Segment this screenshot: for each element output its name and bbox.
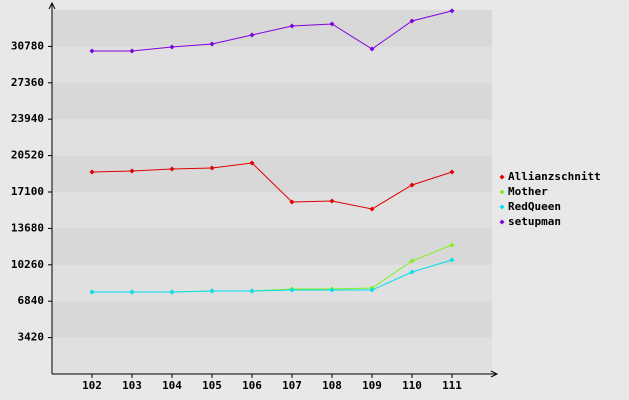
data-point xyxy=(369,287,375,293)
data-point xyxy=(449,257,455,263)
y-tick-label: 23940 xyxy=(11,112,44,125)
series-line xyxy=(92,259,453,293)
data-point xyxy=(449,242,455,248)
y-tick-label: 27360 xyxy=(11,76,44,89)
data-point xyxy=(249,288,255,294)
data-point xyxy=(369,46,375,52)
grid-band xyxy=(52,337,492,374)
data-point xyxy=(329,287,335,293)
grid-band xyxy=(52,301,492,338)
data-point xyxy=(169,166,175,172)
x-tick-label: 106 xyxy=(242,379,262,392)
data-point xyxy=(409,269,415,275)
grid-band xyxy=(52,228,492,265)
legend-label: setupman xyxy=(508,215,561,228)
y-axis-arrow xyxy=(48,1,56,10)
x-tick-label: 105 xyxy=(202,379,222,392)
data-point xyxy=(129,168,135,174)
legend-label: RedQueen xyxy=(508,200,561,213)
data-point xyxy=(169,289,175,295)
x-axis-arrow xyxy=(490,370,499,378)
data-point xyxy=(409,258,415,264)
grid-band xyxy=(52,82,492,120)
x-tick-label: 111 xyxy=(442,379,462,392)
legend-label: Mother xyxy=(508,185,548,198)
legend-marker xyxy=(499,219,505,225)
data-point xyxy=(129,48,135,54)
data-point xyxy=(89,48,95,54)
y-tick-label: 20520 xyxy=(11,149,44,162)
data-point xyxy=(329,21,335,27)
data-point xyxy=(409,18,415,24)
data-point xyxy=(449,169,455,175)
data-point xyxy=(89,289,95,295)
data-point xyxy=(209,41,215,47)
grid-band xyxy=(52,46,492,83)
data-point xyxy=(409,182,415,188)
y-tick-label: 10260 xyxy=(11,258,44,271)
data-point xyxy=(129,289,135,295)
series-line xyxy=(91,162,453,210)
y-tick-label: 13680 xyxy=(11,221,44,234)
y-tick-label: 30780 xyxy=(11,39,44,52)
data-point xyxy=(329,198,335,204)
data-point xyxy=(289,287,295,293)
legend-marker xyxy=(499,189,505,195)
legend-marker xyxy=(499,204,505,210)
x-tick-label: 110 xyxy=(402,379,422,392)
series-line xyxy=(92,10,453,52)
legend-marker xyxy=(499,174,505,180)
x-tick-label: 107 xyxy=(282,379,302,392)
x-tick-label: 108 xyxy=(322,379,342,392)
data-point xyxy=(89,169,95,175)
legend-label: Allianzschnitt xyxy=(508,170,601,183)
y-tick-label: 3420 xyxy=(18,331,45,344)
grid-band xyxy=(52,192,492,229)
data-point xyxy=(369,206,375,212)
data-point xyxy=(209,165,215,171)
data-point xyxy=(289,23,295,29)
grid-band xyxy=(52,264,492,302)
data-point xyxy=(449,8,455,14)
grid-band xyxy=(52,10,492,47)
data-point xyxy=(289,199,295,205)
data-point xyxy=(169,44,175,50)
x-tick-label: 104 xyxy=(162,379,182,392)
y-tick-label: 6840 xyxy=(18,294,45,307)
data-point xyxy=(249,32,255,38)
grid-band xyxy=(52,119,492,156)
data-point xyxy=(209,288,215,294)
x-tick-label: 109 xyxy=(362,379,382,392)
x-tick-label: 102 xyxy=(82,379,102,392)
y-tick-label: 17100 xyxy=(11,185,44,198)
data-point xyxy=(249,160,255,166)
grid-band xyxy=(52,155,492,192)
x-tick-label: 103 xyxy=(122,379,142,392)
